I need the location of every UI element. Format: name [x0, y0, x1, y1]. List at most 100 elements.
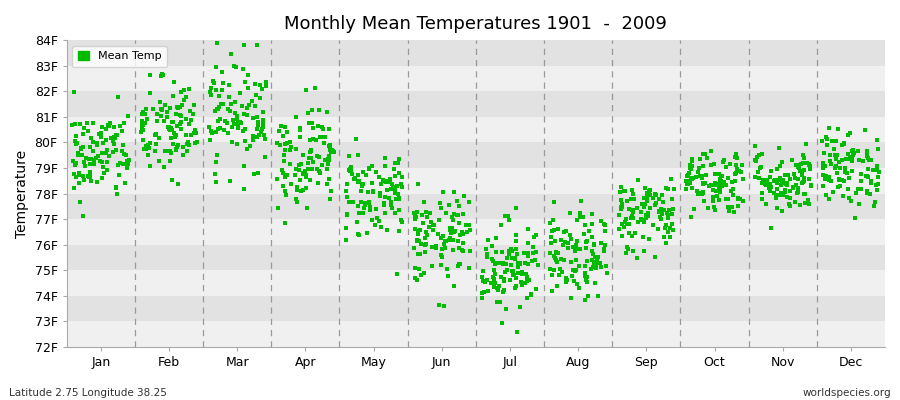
Point: [578, 272, 592, 279]
Point: [685, 158, 699, 164]
Bar: [67, 245, 885, 270]
Point: [618, 219, 633, 226]
Point: [117, 151, 131, 158]
Point: [209, 179, 223, 185]
Point: [417, 199, 431, 205]
Point: [342, 153, 356, 160]
Point: [436, 233, 451, 239]
Point: [593, 260, 608, 267]
Point: [550, 259, 564, 266]
Point: [580, 276, 594, 283]
Point: [283, 147, 297, 153]
Point: [598, 248, 612, 254]
Point: [418, 242, 433, 249]
Point: [680, 173, 694, 180]
Point: [662, 206, 677, 213]
Point: [179, 132, 194, 138]
Point: [160, 124, 175, 130]
Point: [278, 141, 293, 147]
Point: [228, 30, 242, 37]
Point: [593, 218, 608, 224]
Point: [258, 136, 273, 142]
Point: [782, 176, 796, 183]
Point: [452, 245, 466, 251]
Point: [698, 179, 713, 186]
Point: [99, 137, 113, 144]
Point: [324, 188, 338, 194]
Point: [410, 238, 424, 244]
Point: [635, 234, 650, 240]
Point: [235, 103, 249, 109]
Point: [202, 136, 217, 143]
Point: [751, 153, 765, 160]
Point: [616, 232, 630, 239]
Point: [86, 157, 101, 163]
Point: [323, 144, 338, 150]
Point: [369, 169, 383, 175]
Point: [569, 257, 583, 263]
Point: [165, 118, 179, 125]
Point: [414, 272, 428, 278]
Point: [292, 162, 307, 168]
Point: [428, 245, 443, 251]
Point: [361, 189, 375, 196]
Point: [284, 180, 298, 187]
Point: [370, 215, 384, 221]
Point: [215, 80, 230, 86]
Point: [251, 122, 266, 128]
Point: [217, 118, 231, 124]
Point: [656, 207, 670, 213]
Point: [612, 212, 626, 218]
Point: [508, 285, 522, 291]
Point: [388, 210, 402, 216]
Point: [557, 239, 572, 246]
Point: [640, 194, 654, 200]
Point: [388, 190, 402, 196]
Point: [152, 135, 166, 141]
Point: [854, 171, 868, 177]
Point: [627, 230, 642, 236]
Point: [795, 170, 809, 176]
Point: [546, 266, 561, 273]
Point: [176, 152, 190, 158]
Point: [215, 87, 230, 94]
Point: [415, 212, 429, 218]
Point: [212, 93, 226, 100]
Point: [661, 229, 675, 235]
Point: [240, 84, 255, 91]
Point: [439, 209, 454, 216]
Point: [754, 164, 769, 170]
Point: [237, 186, 251, 192]
Point: [457, 192, 472, 199]
Point: [252, 132, 266, 138]
Point: [529, 232, 544, 238]
Point: [306, 136, 320, 143]
Point: [845, 151, 859, 157]
Point: [762, 174, 777, 180]
Point: [701, 182, 716, 189]
Point: [434, 235, 448, 241]
Point: [655, 198, 670, 205]
Point: [475, 278, 490, 284]
Point: [455, 231, 470, 238]
Point: [772, 177, 787, 184]
Point: [82, 156, 96, 162]
Point: [796, 174, 811, 181]
Point: [561, 245, 575, 251]
Point: [843, 130, 858, 136]
Point: [837, 141, 851, 148]
Point: [394, 219, 409, 226]
Point: [553, 272, 567, 278]
Point: [787, 185, 801, 191]
Point: [795, 172, 809, 178]
Point: [842, 151, 856, 157]
Point: [242, 102, 256, 108]
Point: [391, 190, 405, 197]
Point: [136, 122, 150, 128]
Point: [90, 142, 104, 148]
Point: [450, 212, 464, 219]
Point: [579, 238, 593, 245]
Point: [528, 286, 543, 292]
Point: [626, 191, 640, 197]
Point: [432, 216, 446, 223]
